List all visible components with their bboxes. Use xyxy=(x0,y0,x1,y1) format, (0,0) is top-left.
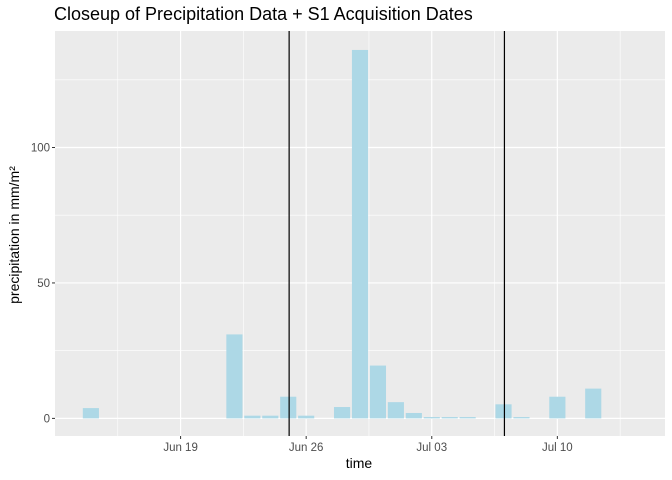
x-tick-label: Jun 26 xyxy=(289,442,324,454)
precipitation-bar xyxy=(387,402,404,419)
y-tick-label: 0 xyxy=(44,413,50,425)
precipitation-bar xyxy=(82,408,99,419)
precipitation-bar xyxy=(262,415,279,419)
precipitation-bar xyxy=(244,415,261,419)
x-tick-label: Jul 03 xyxy=(416,442,447,454)
precipitation-bar xyxy=(369,365,387,419)
y-tick-label: 100 xyxy=(31,142,50,154)
x-tick-label: Jul 10 xyxy=(542,442,573,454)
precipitation-bar xyxy=(459,417,476,419)
precipitation-bar xyxy=(585,388,602,419)
precipitation-bar xyxy=(298,415,315,419)
precipitation-bar xyxy=(226,334,243,419)
precipitation-bar xyxy=(441,417,458,419)
precipitation-bar xyxy=(405,412,422,419)
precipitation-bar xyxy=(351,49,369,419)
precipitation-bar xyxy=(495,404,512,419)
precipitation-bar xyxy=(549,396,566,419)
chart-title: Closeup of Precipitation Data + S1 Acqui… xyxy=(54,4,473,24)
x-axis-label: time xyxy=(345,455,373,471)
precipitation-bar xyxy=(423,417,440,419)
precipitation-bar xyxy=(513,417,530,419)
x-tick-label: Jun 19 xyxy=(163,442,198,454)
y-tick-label: 50 xyxy=(37,278,50,290)
precipitation-bar xyxy=(333,407,351,419)
precipitation-bar xyxy=(280,396,297,419)
